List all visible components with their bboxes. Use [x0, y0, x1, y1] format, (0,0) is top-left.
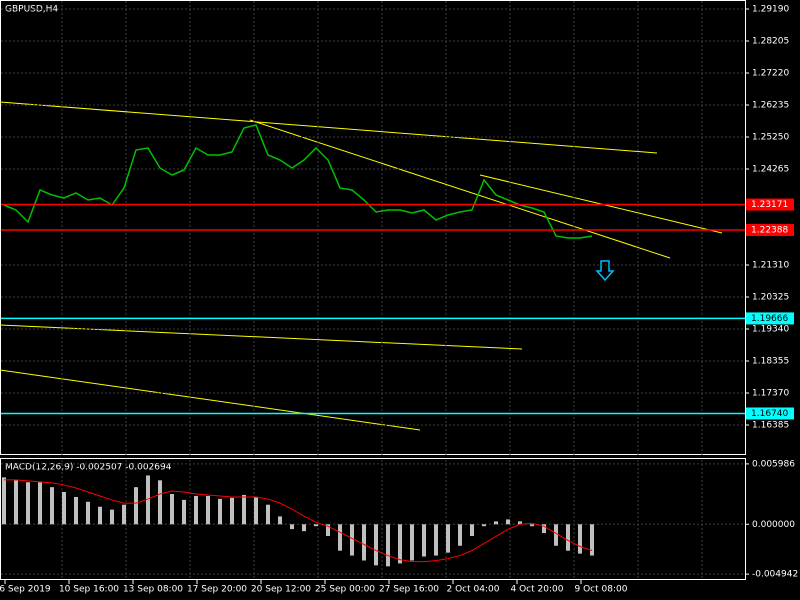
macd-bar	[446, 524, 450, 553]
macd-bar	[338, 524, 342, 551]
x-tick-label: 9 Oct 08:00	[575, 585, 628, 595]
macd-bar	[422, 524, 426, 557]
macd-bar	[530, 524, 534, 527]
macd-bar	[206, 495, 210, 525]
macd-bar	[146, 475, 150, 525]
macd-bar	[410, 524, 414, 561]
x-tick-label: 10 Sep 16:00	[59, 585, 119, 595]
y-tick-label: 1.18355	[752, 357, 789, 367]
macd-bar	[230, 497, 234, 525]
macd-bar	[590, 524, 594, 556]
macd-bar	[50, 487, 54, 525]
trendline	[0, 369, 421, 431]
macd-bar	[266, 504, 270, 525]
macd-bar	[554, 524, 558, 546]
level-label-box	[746, 407, 794, 420]
price-line	[3, 124, 593, 239]
trendlines	[0, 101, 723, 431]
y-tick-label: 1.29190	[752, 4, 789, 14]
chart-title: GBPUSD,H4	[5, 5, 58, 15]
macd-bar	[98, 506, 102, 525]
macd-bar	[242, 494, 246, 525]
main-frame	[0, 0, 746, 455]
macd-bar	[374, 524, 378, 566]
y-tick-label: 1.21310	[752, 261, 789, 271]
macd-bar	[458, 524, 462, 546]
macd-bar	[158, 480, 162, 525]
x-tick-label: 6 Sep 2019	[0, 585, 51, 595]
trendline	[249, 119, 671, 259]
macd-bar	[194, 495, 198, 525]
level-label: 1.22388	[751, 225, 788, 235]
macd-bar	[290, 524, 294, 530]
level-label-box	[746, 223, 794, 236]
y-tick-label: 1.27220	[752, 69, 789, 79]
y-tick-label: 1.25250	[752, 133, 789, 143]
level-label-box	[746, 312, 794, 325]
x-tick-label: 4 Oct 20:00	[511, 585, 564, 595]
macd-bar	[314, 524, 318, 527]
macd-bar	[170, 494, 174, 525]
macd-bar	[254, 496, 258, 525]
y-tick-label: 0.005986	[752, 459, 795, 469]
macd-bar	[38, 482, 42, 525]
y-tick-label: -0.004942	[752, 570, 798, 580]
macd-bar	[182, 499, 186, 525]
macd-bar	[278, 516, 282, 525]
y-tick-label: 1.16385	[752, 421, 789, 431]
y-tick-label: 1.19340	[752, 325, 789, 335]
macd-bar	[74, 496, 78, 525]
x-tick-label: 20 Sep 12:00	[251, 585, 311, 595]
macd-bar	[482, 524, 486, 527]
macd-bar	[362, 524, 366, 561]
level-label-box	[746, 198, 794, 211]
level-label: 1.16740	[751, 409, 788, 419]
trendline	[0, 101, 658, 154]
signal-line	[4, 479, 593, 563]
macd-bar	[218, 498, 222, 525]
macd-bar	[542, 524, 546, 534]
y-tick-label: 1.17370	[752, 389, 789, 399]
y-tick-label: 1.24265	[752, 165, 789, 175]
macd-bar	[26, 482, 30, 525]
y-tick-label: 1.20325	[752, 293, 789, 303]
x-tick-label: 2 Oct 04:00	[447, 585, 500, 595]
y-tick-label: 1.28205	[752, 37, 789, 47]
macd-bar	[86, 501, 90, 525]
macd-bar	[62, 491, 66, 525]
macd-bar	[326, 524, 330, 536]
macd-bar	[398, 524, 402, 564]
level-label: 1.19666	[751, 314, 788, 324]
macd-bar	[134, 487, 138, 525]
macd-bar	[14, 480, 18, 525]
x-tick-label: 13 Sep 08:00	[123, 585, 183, 595]
sell-arrow	[595, 260, 615, 282]
macd-bar	[110, 509, 114, 525]
y-tick-label: 1.26235	[752, 101, 789, 111]
y-tick-label: 0.000000	[752, 520, 795, 530]
level-label: 1.23171	[751, 200, 788, 210]
macd-bar	[350, 524, 354, 556]
macd-bar	[566, 524, 570, 551]
macd-title: MACD(12,26,9) -0.002507 -0.002694	[5, 463, 172, 473]
x-tick-label: 27 Sep 16:00	[379, 585, 439, 595]
macd-bar	[578, 524, 582, 554]
macd-bar	[518, 521, 522, 525]
x-tick-label: 25 Sep 00:00	[315, 585, 375, 595]
macd-frame	[0, 458, 746, 580]
macd-bar	[494, 521, 498, 525]
macd-bar	[506, 519, 510, 525]
macd-bar	[386, 524, 390, 567]
macd-bar	[122, 504, 126, 525]
macd-bar	[470, 524, 474, 536]
macd-bar	[302, 524, 306, 532]
x-tick-label: 17 Sep 20:00	[187, 585, 247, 595]
macd-bar	[434, 524, 438, 556]
macd-bar	[2, 477, 6, 525]
